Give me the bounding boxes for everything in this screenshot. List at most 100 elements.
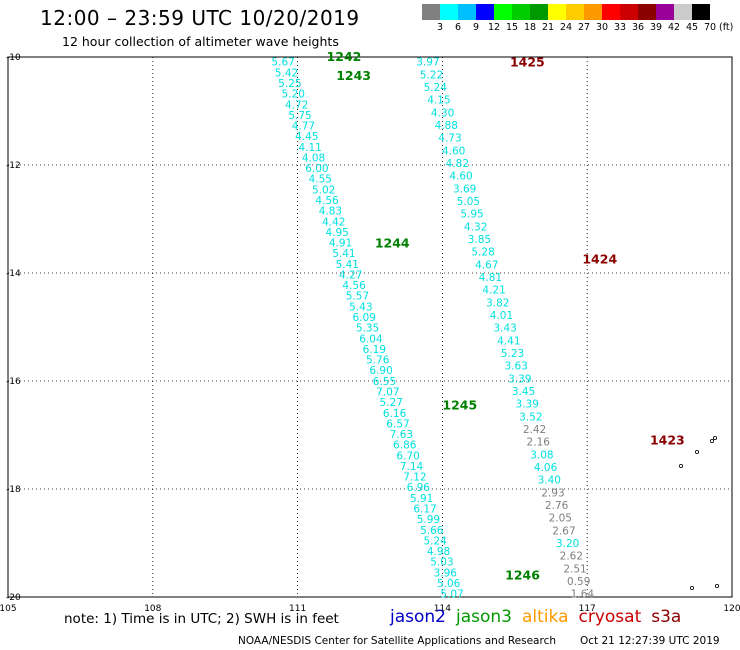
wave-height-value: 3.20 [556, 538, 579, 550]
wave-height-value: 5.35 [356, 323, 379, 335]
wave-height-value: 2.76 [545, 500, 569, 512]
wave-height-value: 6.86 [393, 440, 417, 452]
wave-height-value: 4.11 [298, 142, 321, 154]
wave-height-value: 5.75 [288, 110, 311, 122]
wave-height-value: 5.95 [460, 209, 483, 221]
wave-height-value: 6.17 [413, 503, 436, 515]
wave-height-value: 4.32 [464, 221, 487, 233]
pass-number-label: 1245 [442, 397, 477, 412]
wave-height-value: 4.08 [302, 152, 325, 164]
wave-height-value: 4.73 [438, 133, 461, 145]
pass-number-label: 1246 [505, 567, 540, 582]
wave-height-value: 2.62 [560, 551, 583, 563]
wave-height-value: 3.08 [530, 449, 553, 461]
wave-height-value: 6.70 [396, 450, 419, 462]
scale-label: 39 [649, 22, 663, 33]
pass-number-label: 1242 [327, 49, 362, 64]
scale-label: 27 [577, 22, 591, 33]
wave-height-value: 5.67 [271, 57, 294, 69]
wave-height-value: 5.24 [424, 82, 448, 94]
satellite-legend-jason2: jason2 [390, 607, 446, 627]
wave-height-value: 7.12 [403, 472, 426, 484]
wave-height-value: 5.41 [332, 248, 355, 260]
scale-swatch [584, 4, 602, 20]
longitude-tick-label: 114 [434, 604, 451, 614]
wave-height-value: 4.83 [319, 206, 342, 218]
scale-label: 15 [505, 22, 519, 33]
island-marker [710, 438, 715, 443]
scale-swatch [512, 4, 530, 20]
wave-height-value: 6.57 [386, 418, 409, 430]
wave-height-value: 6.09 [353, 312, 376, 324]
wave-height-value: 4.98 [427, 546, 450, 558]
wave-height-value: 2.05 [549, 513, 572, 525]
scale-unit: (ft) [719, 22, 734, 33]
wave-height-value: 6.55 [373, 376, 396, 388]
wave-height-value: 3.63 [504, 361, 527, 373]
wave-height-value: 4.41 [497, 335, 520, 347]
longitude-tick-label: 105 [0, 604, 17, 614]
wave-height-value: 4.56 [342, 280, 366, 292]
longitude-tick-label: 117 [579, 604, 596, 614]
scale-label: 45 [685, 22, 699, 33]
wave-height-color-scale [422, 4, 710, 20]
wave-height-value: 5.02 [312, 184, 335, 196]
wave-height-value: 4.72 [285, 99, 308, 111]
wave-height-value: 3.43 [493, 323, 516, 335]
satellite-legend-altika: altika [522, 607, 569, 627]
longitude-tick-label: 120 [723, 604, 740, 614]
island-marker [690, 586, 695, 591]
wave-height-value: 3.85 [468, 234, 491, 246]
wave-height-value: 5.03 [430, 557, 453, 569]
wave-height-value: 6.04 [359, 333, 383, 345]
wave-height-value: 5.42 [275, 67, 298, 79]
wave-height-value: 5.05 [457, 196, 480, 208]
wave-height-value: 4.55 [309, 174, 332, 186]
wave-height-value: 3.82 [486, 297, 509, 309]
island-marker [715, 584, 720, 589]
wave-height-value: 4.60 [442, 145, 465, 157]
scale-swatch [440, 4, 458, 20]
scale-label: 70 [703, 22, 717, 33]
scale-label: 6 [454, 22, 462, 33]
wave-height-value: 5.06 [437, 578, 461, 590]
map-frame [7, 56, 733, 598]
wave-height-value: 2.67 [552, 525, 575, 537]
scale-label: 36 [631, 22, 645, 33]
scale-swatch [458, 4, 476, 20]
longitude-tick-label: 108 [144, 604, 161, 614]
wave-height-value: 6.00 [305, 163, 328, 175]
scale-label: 12 [487, 22, 501, 33]
wave-height-value: 2.51 [563, 563, 586, 575]
scale-swatch [656, 4, 674, 20]
wave-height-value: 2.42 [523, 424, 546, 436]
wave-height-value: 5.20 [282, 89, 305, 101]
wave-height-value: 7.07 [376, 386, 399, 398]
island-marker [679, 463, 684, 468]
longitude-tick-label: 111 [289, 604, 306, 614]
wave-height-value: 5.22 [420, 69, 443, 81]
wave-height-value: 5.25 [278, 78, 301, 90]
wave-height-value: 4.91 [329, 238, 352, 250]
scale-swatch [494, 4, 512, 20]
satellite-legend-s3a: s3a [651, 607, 682, 627]
wave-height-value: 4.95 [325, 227, 348, 239]
wave-height-value: 3.39 [508, 373, 531, 385]
scale-label: 21 [541, 22, 555, 33]
wave-height-value: 4.67 [475, 259, 498, 271]
wave-height-value: 5.41 [336, 259, 359, 271]
wave-height-value: 3.69 [453, 183, 476, 195]
latitude-tick-label: -12 [6, 161, 21, 171]
wave-height-value: 5.76 [366, 355, 390, 367]
scale-swatch [548, 4, 566, 20]
scale-label: 42 [667, 22, 681, 33]
wave-height-value: 4.82 [446, 158, 469, 170]
wave-height-value: 4.06 [534, 462, 558, 474]
wave-height-value: 6.96 [407, 482, 431, 494]
island-marker [713, 435, 718, 440]
wave-height-value: 0.59 [567, 576, 590, 588]
wave-height-value: 3.97 [416, 57, 439, 69]
wave-height-value: 3.39 [516, 399, 539, 411]
wave-height-value: 7.63 [390, 429, 413, 441]
